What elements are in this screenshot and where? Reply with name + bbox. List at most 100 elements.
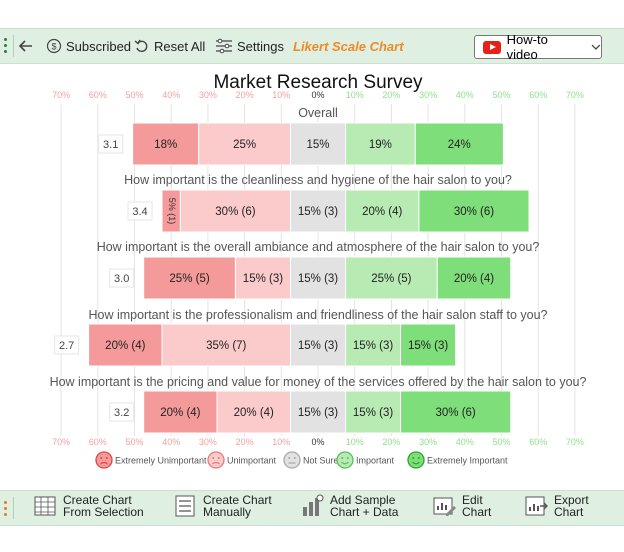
bar-segment bbox=[345, 189, 420, 233]
bar-segment bbox=[436, 256, 512, 300]
bar-segment bbox=[345, 256, 438, 300]
data-label: 15% bbox=[306, 139, 329, 151]
edit-chart-line1: Edit bbox=[462, 493, 483, 507]
data-label: 15% (3) bbox=[298, 273, 338, 285]
export-chart-line2: Chart bbox=[554, 505, 584, 519]
data-label: 15% (3) bbox=[353, 407, 393, 419]
subscribed-label: Subscribed bbox=[66, 38, 132, 54]
score-box bbox=[127, 201, 153, 221]
bottom-menu-dots-icon[interactable] bbox=[4, 501, 8, 519]
legend-face-eye bbox=[100, 457, 103, 459]
legend-face-icon bbox=[336, 451, 354, 469]
create-manual-line1: Create Chart bbox=[203, 493, 272, 507]
bar-segment bbox=[88, 323, 163, 367]
data-label: 30% (6) bbox=[215, 206, 255, 218]
tick-label-bottom: 0% bbox=[311, 437, 324, 447]
legend-face-eye bbox=[288, 457, 291, 459]
tick-label-top: 40% bbox=[162, 90, 180, 100]
tick-label-bottom: 70% bbox=[52, 437, 70, 447]
score-box bbox=[109, 402, 135, 422]
tick-label-top: 50% bbox=[125, 90, 143, 100]
app-title: Likert Scale Chart bbox=[293, 38, 404, 54]
data-label: 18% bbox=[154, 139, 177, 151]
tick-label-bottom: 20% bbox=[236, 437, 254, 447]
legend-label: Extremely Important bbox=[427, 456, 508, 466]
bar-segment bbox=[289, 256, 347, 300]
legend-face-eye bbox=[341, 457, 344, 459]
data-label: 15% (3) bbox=[298, 407, 338, 419]
bar-segment bbox=[216, 390, 291, 434]
reset-all-button[interactable]: Reset All bbox=[134, 29, 205, 63]
add-sample-chart-button[interactable]: Add Sample Chart + Data bbox=[300, 494, 398, 518]
tick-label-top: 70% bbox=[566, 90, 584, 100]
data-label: 15% (3) bbox=[298, 340, 338, 352]
legend-face-eye bbox=[212, 457, 215, 459]
mean-score: 3.1 bbox=[103, 139, 118, 151]
top-toolbar: $ Subscribed Reset All Settings Likert S… bbox=[0, 28, 624, 64]
bar-segment bbox=[161, 323, 291, 367]
create-chart-manually-button[interactable]: Create Chart Manually bbox=[173, 494, 272, 518]
back-button[interactable] bbox=[18, 29, 34, 63]
legend-label: Not Sure bbox=[303, 456, 339, 466]
data-label: 15% (3) bbox=[243, 273, 283, 285]
bottom-divider bbox=[13, 497, 14, 519]
tick-label-top: 10% bbox=[272, 90, 290, 100]
bar-segment bbox=[179, 189, 291, 233]
add-sample-line1: Add Sample bbox=[330, 493, 396, 507]
bar-segment bbox=[414, 122, 504, 166]
legend-face-mouth bbox=[100, 461, 108, 465]
data-label: 20% (4) bbox=[160, 407, 200, 419]
data-label: 30% (6) bbox=[435, 407, 475, 419]
settings-label: Settings bbox=[237, 38, 284, 54]
data-label: 35% (7) bbox=[206, 340, 246, 352]
question-label: Overall bbox=[298, 106, 338, 120]
question-label: How important is the pricing and value f… bbox=[50, 375, 587, 389]
menu-dots-icon[interactable] bbox=[4, 38, 8, 56]
data-label: 25% (5) bbox=[169, 273, 209, 285]
settings-button[interactable]: Settings bbox=[215, 29, 284, 63]
legend-label: Important bbox=[356, 456, 395, 466]
export-chart-line1: Export bbox=[554, 493, 589, 507]
export-chart-button[interactable]: Export Chart bbox=[524, 494, 589, 518]
data-label: 25% (5) bbox=[371, 273, 411, 285]
likert-chart: Market Research Survey 70% 70% 60% 60% 50% 50%… bbox=[50, 72, 587, 469]
howto-video-dropdown[interactable]: How-to video bbox=[474, 32, 602, 62]
tick-label-bottom: 20% bbox=[382, 437, 400, 447]
legend-face-eye bbox=[417, 457, 420, 459]
tick-label-bottom: 30% bbox=[419, 437, 437, 447]
score-box bbox=[54, 335, 80, 355]
question-label: How important is the overall ambiance an… bbox=[97, 240, 540, 254]
back-arrow-icon bbox=[18, 40, 32, 52]
edit-chart-line2: Chart bbox=[462, 505, 492, 519]
create-selection-line2: From Selection bbox=[63, 505, 144, 519]
tick-label-top: 60% bbox=[89, 90, 107, 100]
reset-all-label: Reset All bbox=[154, 38, 206, 54]
legend-face-eye bbox=[217, 457, 220, 459]
edit-chart-button[interactable]: Edit Chart bbox=[432, 494, 491, 518]
score-box bbox=[109, 268, 135, 288]
tick-label-top: 0% bbox=[311, 90, 324, 100]
data-label: 15% (3) bbox=[353, 340, 393, 352]
data-label: 5% (1) bbox=[167, 198, 177, 225]
tick-label-top: 60% bbox=[529, 90, 547, 100]
tick-label-top: 30% bbox=[419, 90, 437, 100]
bar-segment bbox=[345, 122, 416, 166]
toolbar-divider bbox=[13, 35, 14, 57]
data-label: 20% (4) bbox=[454, 273, 494, 285]
table-select-icon bbox=[34, 496, 56, 516]
legend-label: Extremely Unimportant bbox=[115, 456, 207, 466]
tick-label-bottom: 40% bbox=[456, 437, 474, 447]
add-sample-line2: Chart + Data bbox=[330, 505, 399, 519]
data-label: 20% (4) bbox=[234, 407, 274, 419]
tick-label-bottom: 60% bbox=[529, 437, 547, 447]
bar-segment bbox=[345, 323, 402, 367]
mean-score: 3.2 bbox=[114, 407, 129, 419]
tick-label-bottom: 50% bbox=[492, 437, 510, 447]
subscribed-button[interactable]: $ Subscribed bbox=[46, 29, 131, 63]
tick-label-bottom: 60% bbox=[89, 437, 107, 447]
data-label: 20% (4) bbox=[362, 206, 402, 218]
bar-segment bbox=[289, 122, 347, 166]
data-label: 15% (3) bbox=[408, 340, 448, 352]
create-chart-from-selection-button[interactable]: Create Chart From Selection bbox=[33, 494, 144, 518]
bar-segment bbox=[345, 390, 402, 434]
